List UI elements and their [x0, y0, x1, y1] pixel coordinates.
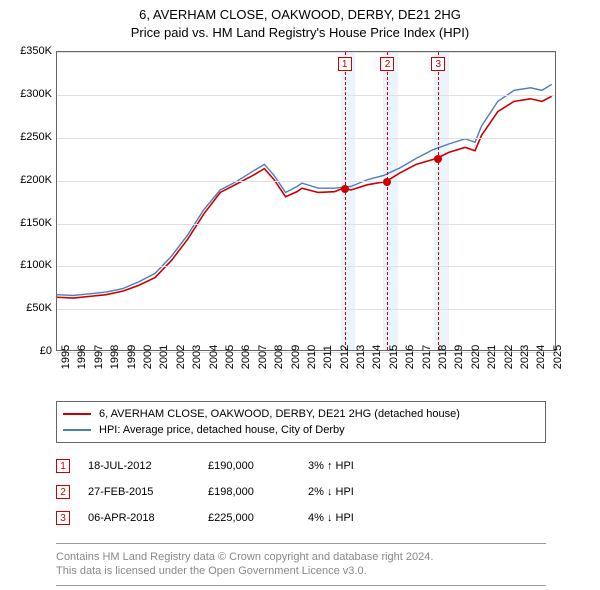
y-axis-tick-label: £50K [8, 302, 52, 314]
x-axis-tick-label: 2008 [273, 345, 285, 369]
footer-line: Contains HM Land Registry data © Crown c… [56, 550, 546, 564]
x-axis-tick-label: 2005 [224, 345, 236, 369]
data-point-marker [383, 178, 391, 186]
attribution-footer: Contains HM Land Registry data © Crown c… [56, 543, 546, 586]
gridline [57, 266, 555, 267]
x-axis-tick-label: 2004 [208, 345, 220, 369]
y-axis-tick-label: £150K [8, 217, 52, 229]
legend-swatch [63, 429, 91, 431]
x-axis-tick-label: 2012 [339, 345, 351, 369]
y-axis-tick-label: £200K [8, 174, 52, 186]
x-axis-tick-label: 2014 [371, 345, 383, 369]
x-axis-tick-label: 2016 [404, 345, 416, 369]
plot-area: 1 2 3 [56, 51, 556, 351]
y-axis-tick-label: £300K [8, 88, 52, 100]
gridline [57, 95, 555, 96]
chart-area: 1 2 3 £0 £50K £100K £150K £200K £250K £300K £350K… [8, 47, 568, 397]
event-number-box: 1 [56, 459, 70, 473]
event-date: 18-JUL-2012 [88, 460, 208, 472]
event-vertical-line [387, 52, 388, 350]
event-delta: 3% ↑ HPI [308, 460, 428, 472]
data-point-marker [341, 185, 349, 193]
legend-box: 6, AVERHAM CLOSE, OAKWOOD, DERBY, DE21 2… [56, 401, 546, 443]
x-axis-tick-label: 2011 [322, 345, 334, 369]
x-axis-tick-label: 2010 [306, 345, 318, 369]
event-vertical-line [345, 52, 346, 350]
x-axis-tick-label: 1996 [76, 345, 88, 369]
legend-swatch [63, 413, 91, 415]
y-axis-tick-label: £100K [8, 259, 52, 271]
y-axis-tick-label: £350K [8, 45, 52, 57]
events-table: 1 18-JUL-2012 £190,000 3% ↑ HPI 2 27-FEB… [56, 453, 546, 531]
x-axis-tick-label: 2007 [257, 345, 269, 369]
x-axis-tick-label: 2024 [535, 345, 547, 369]
event-price: £225,000 [208, 512, 308, 524]
data-point-marker [434, 155, 442, 163]
x-axis-tick-label: 1999 [126, 345, 138, 369]
x-axis-tick-label: 2002 [175, 345, 187, 369]
series-line [57, 84, 552, 295]
gridline [57, 52, 555, 53]
x-axis-tick-label: 2018 [437, 345, 449, 369]
event-price: £198,000 [208, 486, 308, 498]
x-axis-tick-label: 1998 [109, 345, 121, 369]
x-axis-tick-label: 1997 [93, 345, 105, 369]
event-marker-label: 2 [380, 57, 394, 71]
y-axis-tick-label: £0 [8, 345, 52, 357]
x-axis-tick-label: 1995 [60, 345, 72, 369]
x-axis-tick-label: 2000 [142, 345, 154, 369]
legend-label: 6, AVERHAM CLOSE, OAKWOOD, DERBY, DE21 2… [99, 408, 460, 420]
gridline [57, 224, 555, 225]
event-date: 27-FEB-2015 [88, 486, 208, 498]
x-axis-tick-label: 2023 [519, 345, 531, 369]
x-axis-tick-label: 2017 [421, 345, 433, 369]
x-axis-tick-label: 2013 [355, 345, 367, 369]
gridline [57, 309, 555, 310]
event-row: 2 27-FEB-2015 £198,000 2% ↓ HPI [56, 479, 546, 505]
title-line-1: 6, AVERHAM CLOSE, OAKWOOD, DERBY, DE21 2… [0, 6, 600, 24]
x-axis-tick-label: 2015 [388, 345, 400, 369]
event-row: 3 06-APR-2018 £225,000 4% ↓ HPI [56, 505, 546, 531]
x-axis-tick-label: 2001 [158, 345, 170, 369]
event-marker-label: 3 [431, 57, 445, 71]
gridline [57, 138, 555, 139]
event-delta: 4% ↓ HPI [308, 512, 428, 524]
x-axis-tick-label: 2006 [240, 345, 252, 369]
event-number-box: 2 [56, 485, 70, 499]
series-line [57, 96, 552, 298]
event-marker-label: 1 [338, 57, 352, 71]
event-date: 06-APR-2018 [88, 512, 208, 524]
event-delta: 2% ↓ HPI [308, 486, 428, 498]
chart-title-block: 6, AVERHAM CLOSE, OAKWOOD, DERBY, DE21 2… [0, 0, 600, 43]
event-vertical-line [438, 52, 439, 350]
y-axis-tick-label: £250K [8, 131, 52, 143]
gridline [57, 181, 555, 182]
x-axis-tick-label: 2021 [486, 345, 498, 369]
x-axis-tick-label: 2003 [191, 345, 203, 369]
event-price: £190,000 [208, 460, 308, 472]
x-axis-tick-label: 2020 [470, 345, 482, 369]
event-row: 1 18-JUL-2012 £190,000 3% ↑ HPI [56, 453, 546, 479]
x-axis-tick-label: 2022 [503, 345, 515, 369]
event-number-box: 3 [56, 511, 70, 525]
footer-line: This data is licensed under the Open Gov… [56, 564, 546, 578]
legend-label: HPI: Average price, detached house, City… [99, 424, 345, 436]
chart-lines-svg [57, 52, 555, 350]
legend-row: HPI: Average price, detached house, City… [63, 422, 539, 438]
title-line-2: Price paid vs. HM Land Registry's House … [0, 24, 600, 42]
x-axis-tick-label: 2025 [552, 345, 564, 369]
legend-row: 6, AVERHAM CLOSE, OAKWOOD, DERBY, DE21 2… [63, 406, 539, 422]
x-axis-tick-label: 2009 [290, 345, 302, 369]
x-axis-tick-label: 2019 [453, 345, 465, 369]
